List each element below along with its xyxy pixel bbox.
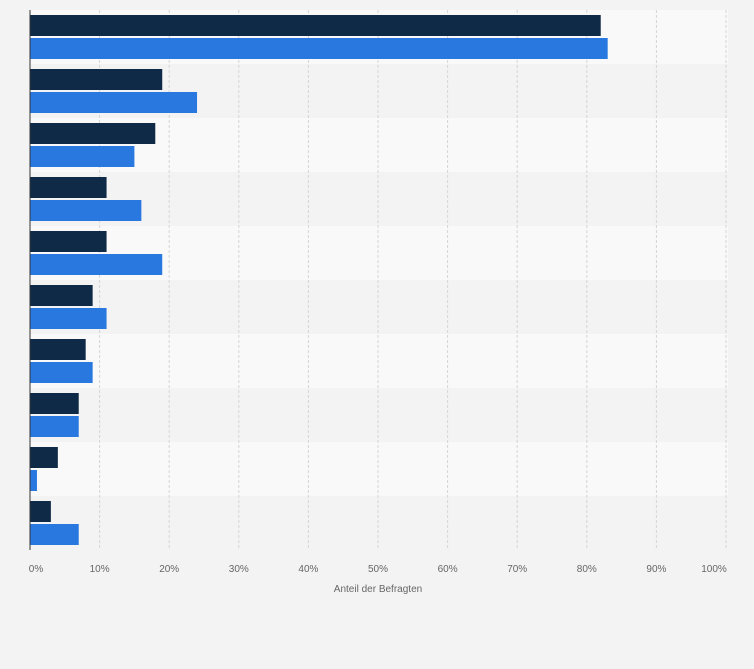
bar-series-2 xyxy=(30,200,142,221)
row-band xyxy=(30,172,728,226)
x-tick-label: 60% xyxy=(438,564,458,575)
bars xyxy=(30,15,608,545)
x-tick-labels: 0% 10% 20% 30% 40% 50% 60% 70% 80% 90% 100% xyxy=(29,564,727,575)
row-band xyxy=(30,334,728,388)
row-bands xyxy=(30,10,728,550)
row-band xyxy=(30,388,728,442)
row-band xyxy=(30,442,728,496)
bar-series-2 xyxy=(30,254,163,275)
x-tick-label: 0% xyxy=(29,564,44,575)
x-tick-label: 50% xyxy=(368,564,388,575)
bar-series-1 xyxy=(30,123,156,144)
x-tick-label: 40% xyxy=(298,564,318,575)
bar-series-1 xyxy=(30,501,51,522)
x-tick-label: 90% xyxy=(646,564,666,575)
x-tick-label: 80% xyxy=(577,564,597,575)
bar-series-1 xyxy=(30,285,93,306)
x-tick-label: 20% xyxy=(159,564,179,575)
x-axis-title: Anteil der Befragten xyxy=(334,584,422,595)
x-tick-label: 100% xyxy=(701,564,727,575)
bar-series-1 xyxy=(30,393,79,414)
bar-series-1 xyxy=(30,231,107,252)
bar-series-1 xyxy=(30,339,86,360)
bar-series-1 xyxy=(30,69,163,90)
row-band xyxy=(30,280,728,334)
bar-series-2 xyxy=(30,38,608,59)
bar-series-1 xyxy=(30,177,107,198)
row-band xyxy=(30,496,728,550)
bar-series-2 xyxy=(30,362,93,383)
bar-series-2 xyxy=(30,470,37,491)
bar-series-1 xyxy=(30,15,601,36)
gridlines xyxy=(99,10,727,550)
x-tick-label: 70% xyxy=(507,564,527,575)
bar-series-2 xyxy=(30,146,135,167)
bar-series-1 xyxy=(30,447,58,468)
bar-series-2 xyxy=(30,524,79,545)
x-tick-label: 10% xyxy=(90,564,110,575)
x-tick-label: 30% xyxy=(229,564,249,575)
bar-series-2 xyxy=(30,416,79,437)
bar-series-2 xyxy=(30,308,107,329)
bar-series-2 xyxy=(30,92,198,113)
